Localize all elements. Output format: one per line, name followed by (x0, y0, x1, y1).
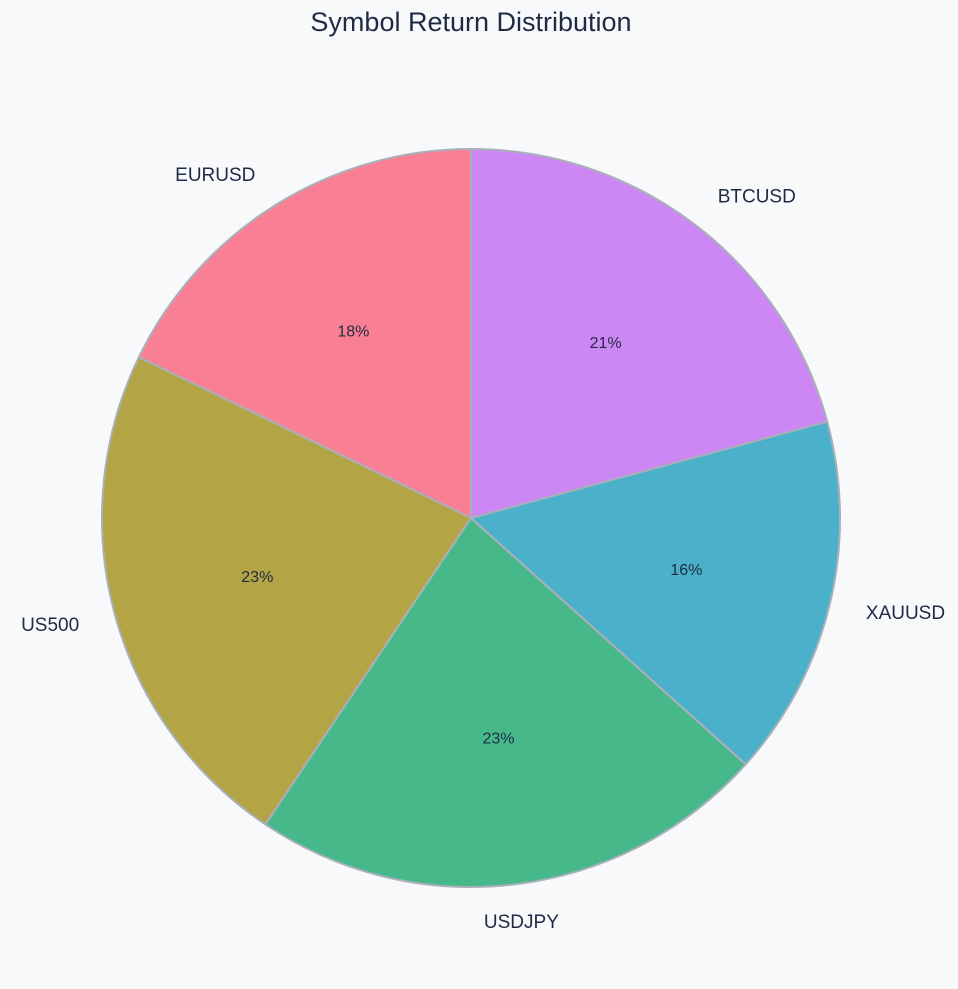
pie-slice-usdjpy (264, 516, 748, 888)
pct-label-xauusd: 16% (670, 562, 702, 579)
pct-label-usdjpy: 23% (482, 731, 514, 748)
pct-label-btcusd: 21% (590, 335, 622, 352)
pie-slices (101, 147, 841, 888)
pct-label-us500: 23% (241, 569, 273, 586)
pie-slice-xauusd (468, 420, 841, 766)
pie-slice-us500 (101, 355, 473, 826)
slice-label-btcusd: BTCUSD (718, 187, 796, 208)
pie-slice-btcusd (470, 147, 829, 520)
pie-labels: EURUSD 18% US500 23% USDJPY 23% XAUUSD 16% BTCUS… (21, 165, 945, 933)
pie-slice-eurusd (137, 147, 472, 520)
slice-label-us500: US500 (21, 615, 79, 636)
slice-label-xauusd: XAUUSD (866, 603, 945, 624)
chart-title: Symbol Return Distribution (310, 7, 631, 37)
slice-label-usdjpy: USDJPY (484, 912, 559, 933)
slice-label-eurusd: EURUSD (175, 165, 255, 186)
pct-label-eurusd: 18% (337, 323, 369, 340)
